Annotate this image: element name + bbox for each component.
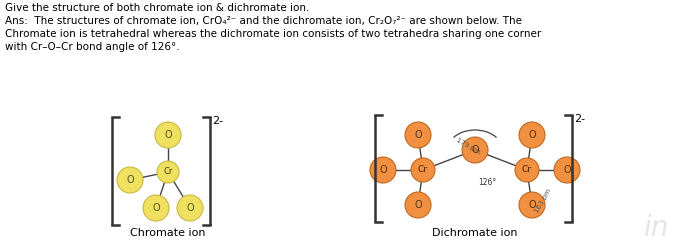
Circle shape bbox=[117, 167, 143, 193]
Circle shape bbox=[519, 122, 545, 148]
Text: Give the structure of both chromate ion & dichromate ion.: Give the structure of both chromate ion … bbox=[5, 3, 309, 13]
Text: O: O bbox=[528, 130, 535, 140]
Text: O: O bbox=[414, 130, 422, 140]
Text: 2-: 2- bbox=[574, 114, 585, 124]
Text: with Cr–O–Cr bond angle of 126°.: with Cr–O–Cr bond angle of 126°. bbox=[5, 42, 180, 52]
Text: O: O bbox=[186, 203, 194, 213]
Text: O: O bbox=[563, 165, 571, 175]
Circle shape bbox=[155, 122, 181, 148]
Text: Chromate ion is tetrahedral whereas the dichromate ion consists of two tetrahedr: Chromate ion is tetrahedral whereas the … bbox=[5, 29, 541, 39]
Text: in: in bbox=[643, 214, 668, 242]
Text: Cr: Cr bbox=[163, 167, 173, 176]
Circle shape bbox=[515, 158, 539, 182]
Text: Dichromate ion: Dichromate ion bbox=[432, 228, 518, 238]
Circle shape bbox=[554, 157, 580, 183]
Circle shape bbox=[519, 192, 545, 218]
Text: O: O bbox=[471, 145, 479, 155]
Circle shape bbox=[405, 192, 431, 218]
Text: 163 pm: 163 pm bbox=[533, 187, 552, 214]
Circle shape bbox=[405, 122, 431, 148]
Circle shape bbox=[462, 137, 488, 163]
Text: Cr: Cr bbox=[418, 165, 428, 174]
Text: Ans:  The structures of chromate ion, CrO₄²⁻ and the dichromate ion, Cr₂O₇²⁻ are: Ans: The structures of chromate ion, CrO… bbox=[5, 16, 522, 26]
Text: Chromate ion: Chromate ion bbox=[130, 228, 206, 238]
Text: O: O bbox=[164, 130, 172, 140]
Text: O: O bbox=[126, 175, 134, 185]
Text: O: O bbox=[379, 165, 387, 175]
Text: 126°: 126° bbox=[478, 178, 497, 187]
Circle shape bbox=[411, 158, 435, 182]
Text: 2-: 2- bbox=[212, 116, 223, 126]
Text: 179 pm: 179 pm bbox=[455, 136, 482, 155]
Text: O: O bbox=[528, 200, 535, 210]
Text: Cr: Cr bbox=[522, 165, 532, 174]
Circle shape bbox=[370, 157, 396, 183]
Circle shape bbox=[157, 161, 179, 183]
Text: O: O bbox=[414, 200, 422, 210]
Circle shape bbox=[177, 195, 203, 221]
Text: O: O bbox=[152, 203, 160, 213]
Circle shape bbox=[143, 195, 169, 221]
